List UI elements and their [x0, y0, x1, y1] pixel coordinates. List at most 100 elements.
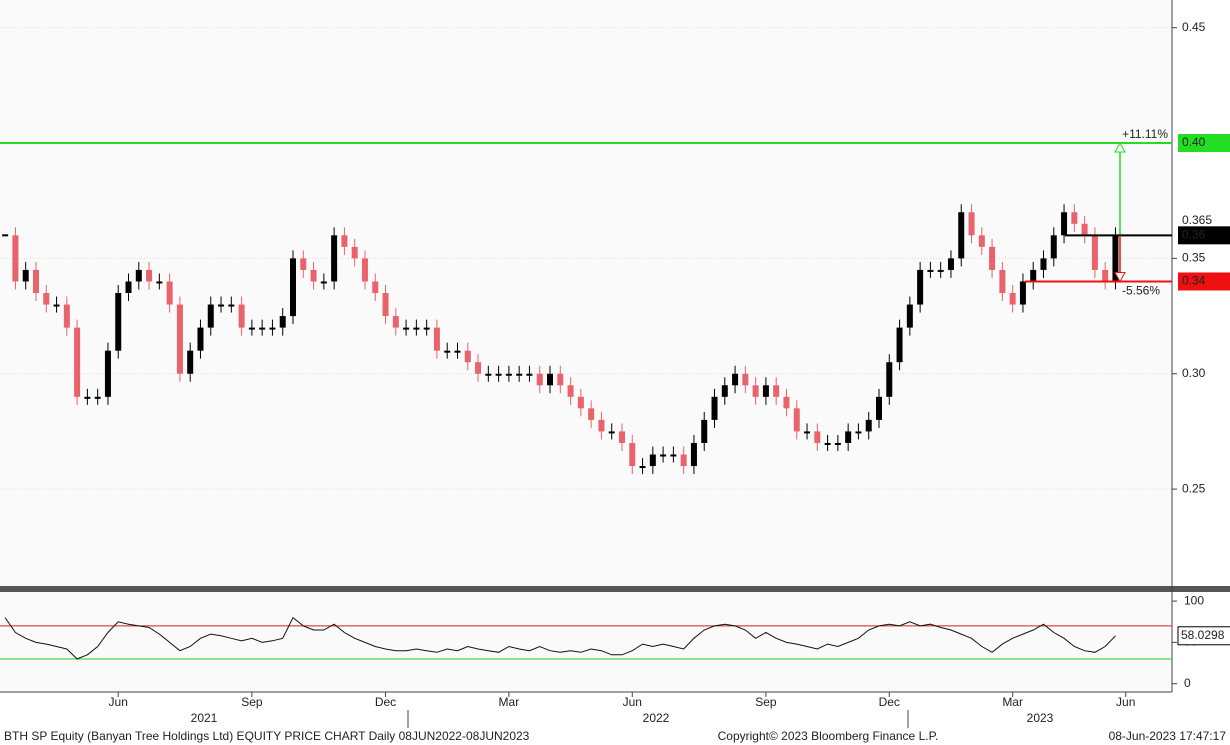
candle	[351, 246, 358, 259]
candle	[834, 442, 841, 445]
candle	[536, 373, 543, 386]
candle	[618, 431, 625, 443]
candle	[927, 269, 934, 272]
candle	[228, 304, 235, 307]
candle	[176, 304, 183, 374]
candle	[804, 431, 811, 434]
candle	[670, 454, 677, 457]
candle	[166, 281, 173, 305]
candle	[1030, 269, 1037, 282]
x-tick-label: Jun	[623, 695, 642, 709]
candle	[896, 327, 903, 363]
level-label: 0.40	[1182, 135, 1206, 149]
footer-left: BTH SP Equity (Banyan Tree Holdings Ltd)…	[4, 729, 530, 743]
candle	[588, 408, 595, 420]
candle	[300, 258, 307, 270]
candle	[526, 373, 533, 376]
candle	[649, 454, 656, 467]
year-label: 2023	[1027, 711, 1054, 725]
candle	[608, 431, 615, 434]
candle	[464, 350, 471, 363]
candle	[310, 269, 317, 282]
footer-right: 08-Jun-2023 17:47:17	[1109, 729, 1227, 743]
last-price-label: 0.365	[1182, 213, 1212, 227]
candle	[1081, 223, 1088, 236]
candle	[855, 431, 862, 434]
level-box	[1178, 134, 1230, 153]
candle	[84, 396, 91, 399]
candle	[1019, 281, 1026, 305]
candle	[1112, 235, 1119, 282]
x-tick-label: Sep	[755, 695, 777, 709]
candle	[783, 396, 790, 409]
candle	[989, 246, 996, 270]
rsi-tick-label: 100	[1184, 593, 1204, 607]
y-tick-label: 0.35	[1182, 251, 1206, 265]
candle	[279, 316, 286, 328]
level-change: -5.56%	[1122, 284, 1160, 298]
candle	[495, 373, 502, 376]
candle	[557, 373, 564, 386]
candle	[937, 269, 944, 272]
candle	[906, 304, 913, 328]
candle	[218, 304, 225, 307]
candle	[12, 235, 19, 282]
x-tick-label: Sep	[241, 695, 263, 709]
candle	[1091, 235, 1098, 270]
candle	[63, 304, 70, 328]
candle	[259, 327, 266, 330]
candle	[207, 304, 214, 328]
x-tick-label: Dec	[879, 695, 900, 709]
level-box	[1178, 272, 1230, 291]
candle	[1040, 258, 1047, 270]
level-label: 0.34	[1182, 274, 1206, 288]
candle	[135, 269, 142, 282]
candle	[773, 385, 780, 397]
rsi-value-box	[1177, 626, 1230, 646]
rsi-value-label: 58.0298	[1181, 628, 1225, 642]
candle	[845, 431, 852, 443]
candle	[115, 293, 122, 351]
year-label: 2022	[643, 711, 670, 725]
y-tick-label: 0.45	[1182, 20, 1206, 34]
candle	[32, 269, 39, 293]
candle	[382, 293, 389, 317]
candle	[999, 269, 1006, 293]
x-tick-label: Jun	[109, 695, 128, 709]
level-change: +11.11%	[1122, 127, 1168, 141]
candle	[423, 327, 430, 330]
candle	[598, 419, 605, 432]
candle	[53, 304, 60, 307]
x-tick-label: Dec	[375, 695, 396, 709]
candle	[269, 327, 276, 330]
candle	[947, 258, 954, 270]
candle	[320, 281, 327, 284]
candle	[639, 466, 646, 469]
price-panel	[0, 0, 1172, 586]
candle	[475, 362, 482, 374]
candle	[680, 454, 687, 467]
y-tick-label: 0.25	[1182, 481, 1206, 495]
candle	[290, 258, 296, 317]
rsi-tick-label: 0	[1184, 676, 1191, 690]
rsi-panel	[0, 592, 1172, 692]
candle	[94, 396, 101, 399]
candle	[968, 212, 975, 236]
candle	[547, 373, 554, 386]
candle	[454, 350, 461, 353]
candle	[341, 235, 348, 247]
candle	[752, 385, 759, 397]
candle	[876, 396, 882, 420]
candle	[22, 269, 29, 282]
candle	[392, 316, 399, 328]
candle	[762, 385, 769, 397]
candle	[444, 350, 451, 353]
candle	[43, 293, 50, 305]
rsi-line	[4, 616, 1116, 660]
candle	[74, 327, 81, 397]
candle	[701, 419, 708, 443]
candle	[1050, 235, 1057, 259]
candle	[742, 373, 749, 386]
y-tick-label: 0.30	[1182, 366, 1206, 380]
